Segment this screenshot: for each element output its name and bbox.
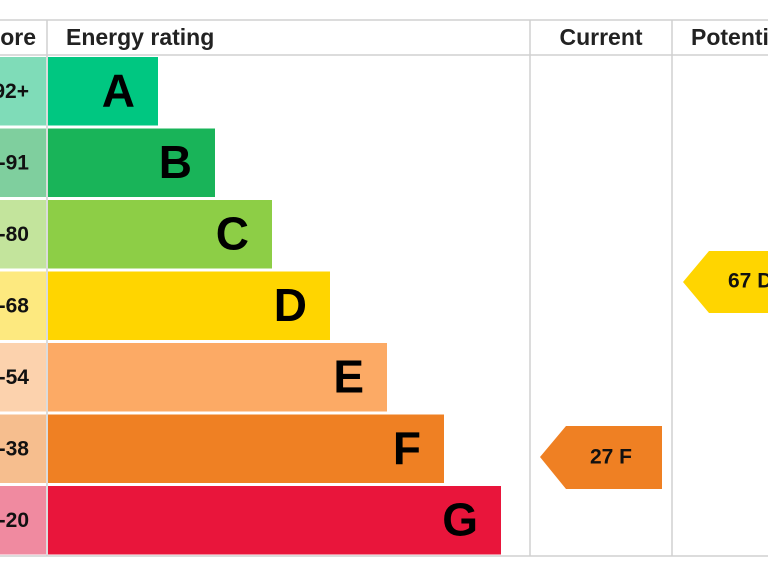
header-current: Current: [559, 24, 642, 50]
potential-arrow: [683, 251, 768, 313]
band-bar: [48, 128, 215, 197]
bands: 92+ A 81-91 B 69-80 C 55-68 D 39-54 E 21-38 F 1-20 G: [0, 57, 501, 555]
band-range: 81-91: [0, 151, 29, 174]
score-cell: [0, 200, 46, 269]
band-letter: E: [333, 350, 364, 402]
band-letter: G: [442, 493, 478, 545]
band-bar: [48, 57, 158, 126]
band-letter: C: [216, 207, 249, 259]
score-cell: [0, 414, 46, 483]
band-range: 21-38: [0, 437, 29, 460]
band-range: 39-54: [0, 366, 29, 389]
band-letter: D: [274, 279, 307, 331]
band-range: 92+: [0, 80, 29, 103]
score-cell: [0, 343, 46, 412]
current-arrow: [540, 426, 662, 489]
band-letter: B: [159, 136, 192, 188]
score-cell: [0, 271, 46, 340]
current-label: 27 F: [590, 446, 632, 469]
band-bar: [48, 200, 272, 269]
score-cell: [0, 486, 46, 555]
band-letter: A: [102, 64, 135, 116]
band-range: 1-20: [0, 509, 29, 532]
band-range: 69-80: [0, 223, 29, 246]
band-bar: [48, 414, 444, 483]
header-energy-rating: Energy rating: [66, 24, 214, 50]
potential-label: 67 D: [728, 270, 768, 293]
band-range: 55-68: [0, 294, 29, 317]
score-cell: [0, 57, 46, 126]
header-potential: Potential: [691, 24, 768, 50]
band-bar: [48, 271, 330, 340]
header-score: Score: [0, 24, 36, 50]
band-bar: [48, 343, 387, 412]
band-letter: F: [393, 422, 421, 474]
score-cell: [0, 128, 46, 197]
band-bar: [48, 486, 501, 555]
